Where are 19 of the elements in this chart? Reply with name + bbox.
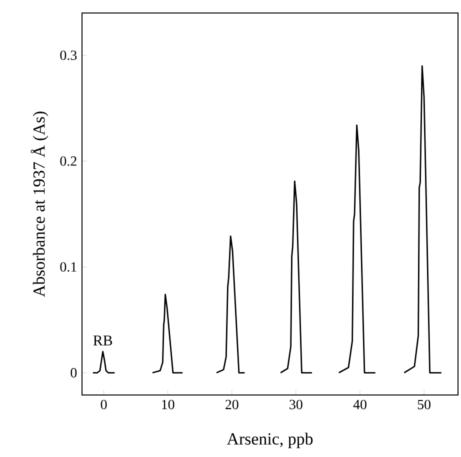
- annotation: RB: [93, 336, 112, 346]
- line-series: [280, 180, 313, 374]
- y-tick-label: 0.2: [60, 156, 76, 166]
- x-tick-label: 40: [353, 400, 366, 410]
- line-series: [338, 124, 376, 374]
- x-tick-label: 50: [418, 400, 430, 410]
- y-axis-title: Absorbance at 1937 Å (As): [30, 112, 48, 297]
- x-tick-label: 0: [100, 400, 107, 410]
- y-tick-label: 0: [70, 368, 77, 378]
- x-tick-label: 30: [290, 400, 302, 410]
- line-series: [92, 350, 116, 374]
- y-tick-label: 0.1: [60, 262, 76, 272]
- line-series: [216, 236, 246, 374]
- y-tick-label: 0.3: [60, 50, 77, 60]
- line-series: [404, 65, 442, 374]
- x-tick-label: 20: [226, 400, 238, 410]
- x-axis-title: Arsenic, ppb: [226, 432, 313, 448]
- line-series: [152, 294, 184, 374]
- x-tick-label: 10: [162, 400, 174, 410]
